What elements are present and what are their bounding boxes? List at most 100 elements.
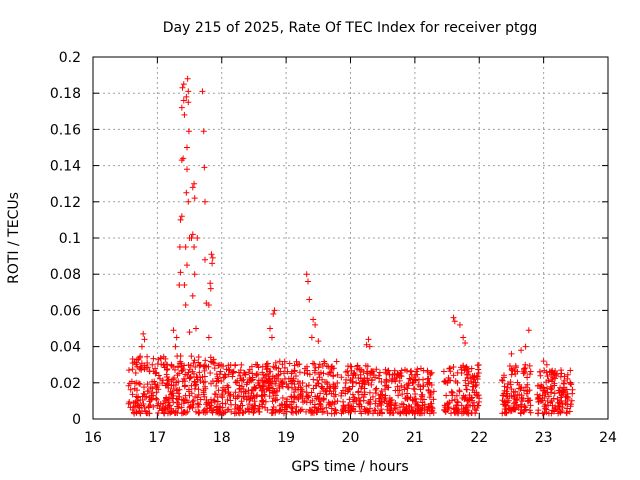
data-point xyxy=(201,164,208,171)
data-point xyxy=(456,321,463,328)
data-point xyxy=(170,392,177,399)
data-point xyxy=(545,393,552,400)
data-point xyxy=(243,396,250,403)
data-point xyxy=(131,410,138,417)
data-point xyxy=(181,382,188,389)
data-point xyxy=(362,362,369,369)
data-point xyxy=(266,375,273,382)
data-point xyxy=(411,386,418,393)
data-point xyxy=(207,280,214,287)
data-point xyxy=(125,367,132,374)
data-point xyxy=(192,393,199,400)
data-point xyxy=(332,385,339,392)
data-point xyxy=(535,410,542,417)
data-point xyxy=(430,396,437,403)
data-point xyxy=(424,407,431,414)
data-point xyxy=(449,392,456,399)
data-point xyxy=(290,389,297,396)
data-point xyxy=(340,398,347,405)
data-point xyxy=(241,394,248,401)
data-point xyxy=(461,367,468,374)
data-point xyxy=(275,382,282,389)
data-point xyxy=(227,397,234,404)
data-point xyxy=(205,334,212,341)
data-point xyxy=(354,365,361,372)
data-point xyxy=(442,404,449,411)
data-point xyxy=(465,375,472,382)
data-point xyxy=(500,392,507,399)
data-point xyxy=(445,374,452,381)
data-point xyxy=(520,370,527,377)
data-point xyxy=(274,388,281,395)
data-point xyxy=(356,380,363,387)
data-point xyxy=(209,254,216,261)
data-point xyxy=(182,371,189,378)
data-point xyxy=(307,407,314,414)
data-point xyxy=(165,376,172,383)
data-point xyxy=(283,380,290,387)
data-point xyxy=(514,368,521,375)
data-point xyxy=(284,396,291,403)
data-point xyxy=(462,364,469,371)
data-point xyxy=(232,389,239,396)
data-point xyxy=(248,387,255,394)
data-point xyxy=(164,410,171,417)
data-point xyxy=(183,93,190,100)
data-point xyxy=(472,383,479,390)
data-point xyxy=(219,400,226,407)
data-point xyxy=(273,378,280,385)
data-point xyxy=(401,386,408,393)
data-point xyxy=(463,363,470,370)
data-point xyxy=(180,375,187,382)
data-point xyxy=(521,387,527,394)
data-point xyxy=(186,329,193,336)
data-point xyxy=(217,404,224,411)
data-point xyxy=(184,75,191,82)
y-tick-label: 0.14 xyxy=(50,159,81,175)
y-tick-label: 0.08 xyxy=(50,267,81,283)
data-point xyxy=(220,374,227,381)
data-point xyxy=(244,405,251,412)
data-point xyxy=(548,378,555,385)
data-point xyxy=(440,368,447,375)
data-point xyxy=(323,391,330,398)
data-point xyxy=(306,296,313,303)
data-point xyxy=(162,406,169,413)
data-point xyxy=(404,396,411,403)
data-point xyxy=(147,402,154,409)
data-point xyxy=(320,370,327,377)
data-point xyxy=(191,378,198,385)
data-point xyxy=(334,379,341,386)
data-point xyxy=(499,410,506,417)
data-point xyxy=(320,396,327,403)
data-point xyxy=(186,366,193,373)
data-point xyxy=(185,198,192,205)
data-point xyxy=(474,376,481,383)
data-point xyxy=(214,403,221,410)
data-point xyxy=(266,387,273,394)
data-point xyxy=(312,321,319,328)
data-point xyxy=(412,395,419,402)
data-point xyxy=(161,405,168,412)
data-point xyxy=(195,354,202,361)
data-point xyxy=(200,409,207,416)
data-point xyxy=(280,410,287,417)
data-point xyxy=(269,389,276,396)
data-point xyxy=(132,369,139,376)
data-point xyxy=(563,393,570,400)
data-point xyxy=(398,382,405,389)
data-point xyxy=(216,371,223,378)
data-point xyxy=(402,366,409,373)
data-point xyxy=(424,367,431,374)
data-point xyxy=(342,380,349,387)
data-point xyxy=(176,386,183,393)
data-point xyxy=(322,388,329,395)
data-point xyxy=(159,380,166,387)
data-point xyxy=(279,361,286,368)
data-point xyxy=(462,339,469,346)
data-point xyxy=(185,128,192,135)
data-point xyxy=(310,385,317,392)
data-point xyxy=(253,393,260,400)
data-point xyxy=(248,363,255,370)
data-point xyxy=(259,401,266,408)
